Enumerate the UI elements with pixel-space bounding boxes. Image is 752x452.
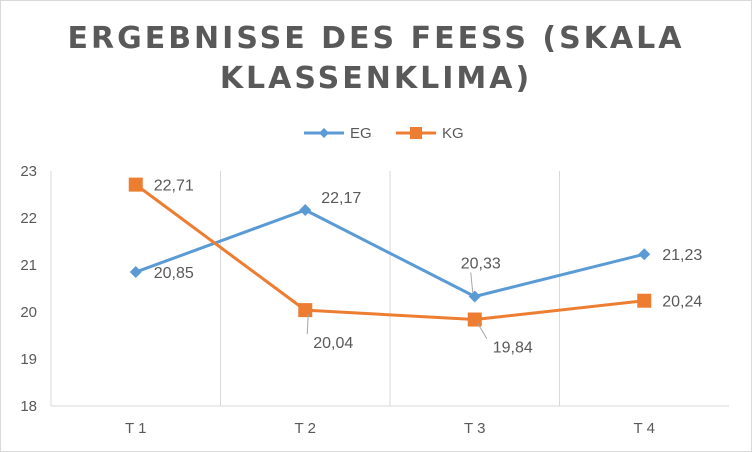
legend-label: KG bbox=[442, 125, 464, 142]
y-tick-label: 23 bbox=[20, 163, 37, 180]
series-kg: 22,71 20,04 19,84 20,24 bbox=[128, 177, 702, 357]
chart-title-line-1: ERGEBNISSE DES FEESS (SKALA bbox=[67, 21, 685, 56]
data-label: 20,85 bbox=[154, 265, 194, 282]
data-label: 22,71 bbox=[154, 178, 194, 195]
x-axis: T 1 T 2 T 3 T 4 bbox=[51, 405, 729, 437]
leader-line bbox=[477, 323, 488, 339]
x-tick-label: T 2 bbox=[295, 420, 316, 437]
series-line bbox=[135, 208, 645, 298]
data-point bbox=[129, 266, 142, 279]
x-tick-label: T 4 bbox=[634, 420, 655, 437]
data-point bbox=[298, 303, 313, 318]
y-axis: 18 19 20 21 22 23 bbox=[20, 163, 52, 415]
leader-line bbox=[470, 272, 474, 293]
y-tick-label: 21 bbox=[20, 257, 37, 274]
data-point bbox=[128, 177, 143, 192]
data-point bbox=[637, 293, 652, 308]
data-label: 20,04 bbox=[313, 335, 353, 352]
x-tick-label: T 1 bbox=[125, 420, 146, 437]
gridlines bbox=[220, 171, 560, 406]
series-layer: 20,85 22,17 20,33 21,23 22,71 20,04 19,84 20,24 bbox=[128, 177, 702, 357]
data-point bbox=[468, 290, 481, 303]
chart-title: ERGEBNISSE DES FEESS (SKALA KLASSENKLIMA… bbox=[1, 19, 751, 99]
legend-item-eg: EG bbox=[304, 125, 372, 142]
x-tick-label: T 3 bbox=[464, 420, 485, 437]
data-label: 19,84 bbox=[493, 340, 533, 357]
leader-line bbox=[306, 314, 309, 335]
chart-title-line-2: KLASSENKLIMA) bbox=[219, 61, 533, 96]
data-point bbox=[467, 312, 482, 327]
series-eg: 20,85 22,17 20,33 21,23 bbox=[129, 190, 702, 303]
data-label: 21,23 bbox=[662, 247, 702, 264]
data-label: 20,33 bbox=[461, 255, 501, 272]
legend-marker bbox=[319, 128, 329, 138]
y-tick-label: 20 bbox=[20, 304, 37, 321]
data-label: 22,17 bbox=[321, 190, 361, 207]
series-line bbox=[134, 183, 645, 322]
data-point bbox=[638, 248, 651, 261]
data-point bbox=[299, 204, 312, 217]
legend-item-kg: KG bbox=[396, 125, 464, 142]
y-tick-label: 22 bbox=[20, 210, 37, 227]
data-label: 20,24 bbox=[662, 294, 702, 311]
legend-marker bbox=[410, 127, 422, 139]
legend: EG KG bbox=[304, 125, 464, 142]
y-tick-label: 19 bbox=[20, 351, 37, 368]
legend-label: EG bbox=[350, 125, 372, 142]
y-tick-label: 18 bbox=[20, 398, 37, 415]
